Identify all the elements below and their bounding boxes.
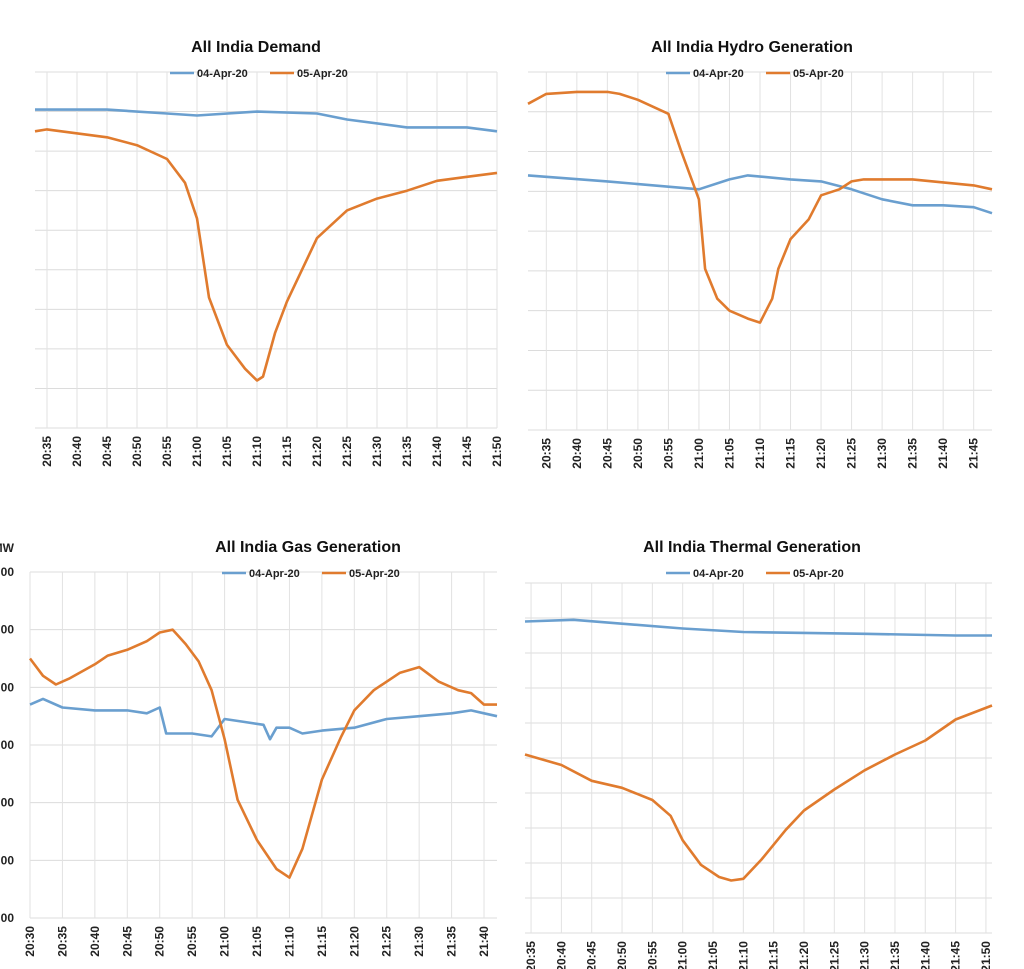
y-tick-label: 00 [1, 853, 15, 867]
legend-label: 05-Apr-20 [793, 568, 844, 580]
x-tick-label: 21:35 [445, 926, 459, 957]
x-tick-label: 21:00 [218, 926, 232, 957]
x-tick-label: 21:50 [979, 941, 993, 969]
y-tick-label: 00 [1, 738, 15, 752]
series-line-04-Apr-20 [29, 697, 498, 741]
x-tick-label: 21:30 [875, 438, 889, 469]
x-tick-label: 21:20 [797, 941, 811, 969]
x-tick-label: 21:05 [220, 436, 234, 467]
legend-label: 04-Apr-20 [693, 68, 744, 80]
x-tick-label: 21:45 [949, 941, 963, 969]
chart-title: All India Gas Generation [215, 539, 401, 556]
x-tick-label: 21:15 [767, 941, 781, 969]
x-tick-label: 21:40 [477, 926, 491, 957]
x-tick-label: 21:10 [250, 436, 264, 467]
legend: 04-Apr-20 05-Apr-20 [666, 568, 844, 580]
x-tick-label: 21:05 [722, 438, 736, 469]
x-tick-label: 21:40 [430, 436, 444, 467]
x-tick-label: 21:20 [310, 436, 324, 467]
x-tick-label: 20:30 [23, 926, 37, 957]
y-tick-label: 00 [1, 565, 15, 579]
x-tick-label: 20:35 [55, 926, 69, 957]
x-tick-label: 20:50 [615, 941, 629, 969]
legend-label: 05-Apr-20 [349, 568, 400, 580]
x-tick-label: 20:35 [40, 436, 54, 467]
legend-label: 04-Apr-20 [249, 568, 300, 580]
x-tick-label: 20:45 [100, 436, 114, 467]
x-tick-label: 20:40 [70, 436, 84, 467]
legend: 04-Apr-20 05-Apr-20 [170, 68, 348, 80]
x-tick-label: 20:55 [645, 941, 659, 969]
x-tick-label: 20:45 [120, 926, 134, 957]
x-tick-label: 21:25 [380, 926, 394, 957]
x-tick-label: 20:50 [631, 438, 645, 469]
y-axis-label: MW [0, 541, 15, 555]
chart-title: All India Hydro Generation [651, 39, 853, 56]
x-tick-label: 20:55 [661, 438, 675, 469]
series-line-05-Apr-20 [524, 704, 993, 882]
legend: 04-Apr-20 05-Apr-20 [222, 568, 400, 580]
x-tick-label: 21:45 [460, 436, 474, 467]
x-tick-label: 20:40 [554, 941, 568, 969]
x-tick-label: 21:35 [906, 438, 920, 469]
x-tick-label: 21:15 [315, 926, 329, 957]
legend: 04-Apr-20 05-Apr-20 [666, 68, 844, 80]
x-tick-label: 20:45 [600, 438, 614, 469]
x-tick-label: 20:35 [524, 941, 538, 969]
series-line-04-Apr-20 [35, 108, 498, 133]
x-tick-label: 21:25 [845, 438, 859, 469]
legend-label: 05-Apr-20 [793, 68, 844, 80]
x-tick-label: 20:55 [185, 926, 199, 957]
x-tick-label: 20:35 [539, 438, 553, 469]
x-tick-label: 21:30 [370, 436, 384, 467]
x-tick-label: 21:25 [827, 941, 841, 969]
legend-label: 05-Apr-20 [297, 68, 348, 80]
chart-3: 20:30 20:35 20:40 20:45 20:50 20:55 21:00 21:05… [0, 539, 498, 957]
x-tick-label: 21:00 [190, 436, 204, 467]
x-tick-label: 21:15 [280, 436, 294, 467]
legend-label: 04-Apr-20 [197, 68, 248, 80]
x-tick-label: 21:00 [692, 438, 706, 469]
x-tick-label: 21:30 [412, 926, 426, 957]
x-tick-label: 20:45 [585, 941, 599, 969]
series-line-04-Apr-20 [524, 618, 992, 637]
chart-title: All India Thermal Generation [643, 539, 861, 556]
x-tick-label: 21:05 [250, 926, 264, 957]
y-tick-label: 00 [1, 680, 15, 694]
x-tick-label: 21:10 [736, 941, 750, 969]
x-tick-label: 20:40 [570, 438, 584, 469]
chart-4: 20:35 20:40 20:45 20:50 20:55 21:00 21:05 21:10… [524, 539, 993, 969]
x-tick-label: 21:40 [936, 438, 950, 469]
x-tick-label: 21:05 [706, 941, 720, 969]
series-line-04-Apr-20 [527, 174, 993, 215]
y-tick-label: 00 [1, 796, 15, 810]
x-tick-label: 21:30 [858, 941, 872, 969]
x-tick-label: 20:50 [130, 436, 144, 467]
x-tick-label: 21:35 [888, 941, 902, 969]
x-tick-label: 20:50 [153, 926, 167, 957]
series-line-05-Apr-20 [34, 128, 498, 382]
chart-1: 20:35 20:40 20:45 20:50 20:55 21:00 21:05 21:10… [34, 39, 504, 467]
y-tick-label: 00 [1, 623, 15, 637]
x-tick-label: 21:10 [282, 926, 296, 957]
x-tick-label: 21:10 [753, 438, 767, 469]
x-tick-label: 21:00 [676, 941, 690, 969]
x-tick-label: 21:20 [347, 926, 361, 957]
chart-2: 20:35 20:40 20:45 20:50 20:55 21:00 21:05 21:10… [527, 39, 993, 469]
x-tick-label: 21:35 [400, 436, 414, 467]
series-line-05-Apr-20 [28, 628, 497, 879]
legend-label: 04-Apr-20 [693, 568, 744, 580]
series-line-05-Apr-20 [527, 90, 993, 324]
x-tick-label: 21:40 [918, 941, 932, 969]
x-tick-label: 20:55 [160, 436, 174, 467]
x-tick-label: 21:25 [340, 436, 354, 467]
y-tick-label: 00 [1, 911, 15, 925]
x-tick-label: 21:15 [784, 438, 798, 469]
x-tick-label: 20:40 [88, 926, 102, 957]
x-tick-label: 21:20 [814, 438, 828, 469]
x-tick-label: 21:50 [490, 436, 504, 467]
x-tick-label: 21:45 [967, 438, 981, 469]
chart-title: All India Demand [191, 39, 321, 56]
